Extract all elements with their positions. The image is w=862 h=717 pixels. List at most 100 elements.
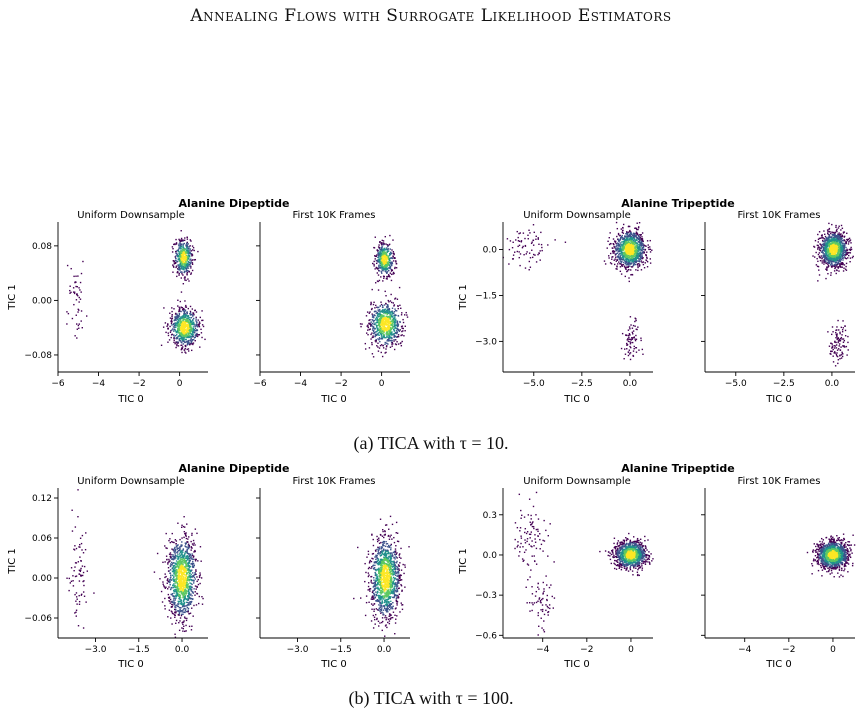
data-point xyxy=(389,325,391,327)
panel-title-a4: First 10K Frames xyxy=(737,210,820,221)
data-point xyxy=(827,251,829,254)
data-point xyxy=(174,317,177,319)
data-point xyxy=(190,323,193,325)
data-point xyxy=(839,251,841,253)
data-point xyxy=(186,336,188,338)
caption-b: (b) TICA with τ = 100. xyxy=(348,688,513,709)
data-point xyxy=(631,244,633,247)
data-point xyxy=(825,236,827,239)
data-point xyxy=(73,275,75,278)
data-point xyxy=(189,326,191,329)
data-point xyxy=(386,278,388,280)
data-point xyxy=(175,319,177,321)
data-point xyxy=(828,243,831,246)
data-point xyxy=(829,258,832,260)
data-point xyxy=(384,323,387,325)
data-point xyxy=(380,344,383,346)
data-point xyxy=(626,262,628,264)
data-point xyxy=(397,329,400,332)
data-point xyxy=(176,322,179,324)
data-point xyxy=(179,246,182,249)
data-point xyxy=(185,324,187,326)
data-point xyxy=(829,251,831,253)
data-point xyxy=(379,315,382,318)
data-point xyxy=(381,259,383,262)
data-point xyxy=(182,251,184,253)
data-point xyxy=(192,315,194,317)
data-point xyxy=(627,340,630,343)
data-point xyxy=(626,339,628,341)
data-point xyxy=(828,248,831,250)
data-point xyxy=(635,232,637,235)
data-point xyxy=(393,318,395,320)
data-point xyxy=(165,331,167,334)
data-point xyxy=(626,246,628,248)
xlabel-a1: TIC 0 xyxy=(117,394,144,405)
data-point xyxy=(631,244,633,246)
data-point xyxy=(626,270,628,273)
data-point xyxy=(190,333,193,336)
data-point xyxy=(185,352,187,354)
data-point xyxy=(187,317,190,319)
data-point xyxy=(631,262,633,264)
data-point xyxy=(637,255,639,257)
data-point xyxy=(631,255,634,258)
data-point xyxy=(640,245,643,247)
scatter-panel-2: −6 −4 −2 0 xyxy=(253,222,410,389)
data-point xyxy=(379,255,382,258)
data-point xyxy=(380,326,382,328)
data-point xyxy=(82,260,84,263)
data-point xyxy=(613,252,615,254)
data-point xyxy=(628,239,631,241)
data-point xyxy=(392,315,394,317)
data-point xyxy=(380,242,382,245)
x-tick-label: −2 xyxy=(132,379,145,389)
data-point xyxy=(182,246,184,249)
data-point xyxy=(383,242,385,245)
data-point xyxy=(821,237,824,239)
data-point xyxy=(637,237,640,240)
data-point xyxy=(183,333,185,335)
data-point xyxy=(836,228,838,231)
data-point xyxy=(828,252,830,255)
data-point xyxy=(639,241,641,243)
data-point xyxy=(830,264,832,266)
data-point xyxy=(377,267,380,270)
data-point xyxy=(603,260,606,262)
data-point xyxy=(645,254,648,257)
data-point xyxy=(827,236,830,238)
data-point xyxy=(624,275,627,278)
data-point xyxy=(610,263,613,265)
data-point xyxy=(376,254,378,256)
data-point xyxy=(838,263,841,265)
data-point xyxy=(378,279,381,282)
data-point xyxy=(376,334,379,336)
data-point xyxy=(623,253,625,256)
panel-title-b3: Uniform Downsample xyxy=(523,476,631,487)
data-point xyxy=(833,238,836,240)
data-point xyxy=(820,245,823,247)
data-point xyxy=(817,260,819,263)
data-point xyxy=(373,316,375,319)
data-point xyxy=(837,266,840,268)
data-point xyxy=(172,323,175,326)
data-point xyxy=(838,254,840,257)
data-point xyxy=(838,257,840,259)
data-point xyxy=(842,250,844,253)
data-point xyxy=(828,227,831,230)
data-point xyxy=(828,250,830,252)
data-point xyxy=(183,266,185,269)
data-point xyxy=(382,243,385,246)
data-point xyxy=(817,253,820,256)
data-point xyxy=(383,325,386,328)
data-point xyxy=(628,253,631,255)
data-point xyxy=(624,246,627,248)
data-point xyxy=(167,341,169,343)
data-point xyxy=(632,244,635,246)
data-point xyxy=(389,321,391,323)
data-point xyxy=(382,330,384,332)
data-point xyxy=(177,268,179,270)
point-cluster-2 xyxy=(827,319,849,367)
data-point xyxy=(631,337,633,339)
data-point xyxy=(832,250,835,252)
